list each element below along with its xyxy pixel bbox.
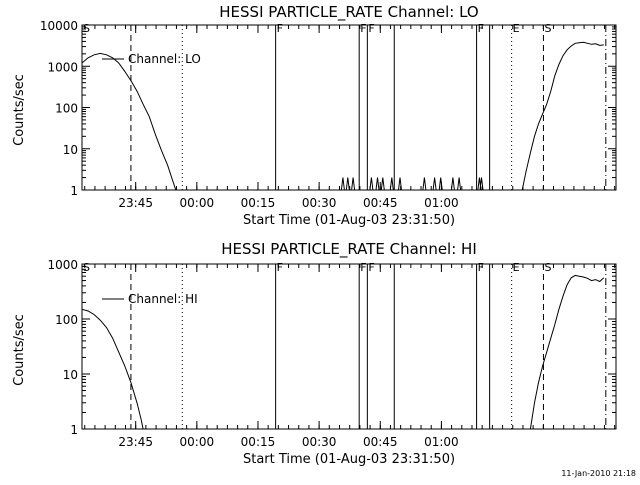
xtick-label: 01:00	[424, 196, 459, 210]
panel-lo-ylabel: Counts/sec	[12, 74, 27, 146]
event-marker-label: S	[544, 261, 551, 274]
panel-hi-legend-label: Channel: HI	[128, 292, 198, 306]
series-burst-lo	[340, 177, 345, 191]
ytick-label: 1	[70, 423, 78, 437]
ytick-label: 100	[55, 313, 78, 327]
series-burst-lo	[345, 177, 350, 191]
xtick-label: 00:00	[180, 196, 215, 210]
xtick-label: 01:00	[424, 435, 459, 449]
panel-lo-legend-label: Channel: LO	[128, 52, 201, 66]
ytick-label: 10	[63, 368, 78, 382]
series-burst-lo	[375, 177, 380, 191]
xtick-label: 00:30	[302, 435, 337, 449]
panel-hi-title: HESSI PARTICLE_RATE Channel: HI	[221, 240, 477, 259]
series-burst-lo	[398, 177, 402, 191]
series-burst-lo	[438, 177, 443, 191]
series-line-lo-late	[521, 41, 604, 191]
series-line-hi-late	[529, 274, 605, 430]
ytick-label: 1000	[47, 258, 78, 272]
panel-hi-series	[81, 274, 605, 430]
event-marker-label: E	[513, 22, 520, 35]
event-marker-label: S	[83, 261, 90, 274]
xtick-label: 00:30	[302, 196, 337, 210]
panel-hi-frame	[81, 263, 617, 430]
event-marker-label: F	[277, 261, 283, 274]
event-marker-label: E	[513, 261, 520, 274]
event-marker-label: F	[478, 261, 484, 274]
panel-hi-yticks: 1 10 100 1000	[47, 258, 616, 437]
event-marker-label: F	[368, 22, 374, 35]
panel-hi-xticks: 23:45 00:00 00:15 00:30 00:45 01:00	[84, 264, 616, 449]
xtick-label: 00:45	[363, 435, 398, 449]
series-burst-lo	[432, 177, 437, 191]
event-marker-label: F	[368, 261, 374, 274]
xtick-label: 00:15	[241, 435, 276, 449]
panel-lo-series	[81, 41, 604, 191]
panel-hi-ylabel: Counts/sec	[12, 314, 27, 386]
panel-lo-xlabel: Start Time (01-Aug-03 23:31:50)	[243, 213, 455, 228]
series-burst-lo	[422, 177, 427, 191]
xtick-label: 23:45	[118, 435, 153, 449]
panel-lo: HESSI PARTICLE_RATE Channel: LO Counts/s…	[12, 3, 617, 228]
ytick-label: 1000	[47, 60, 78, 74]
series-line-lo	[81, 52, 177, 191]
event-marker-label: S	[544, 22, 551, 35]
event-marker-label: F	[360, 22, 366, 35]
series-burst-lo	[450, 177, 455, 191]
series-burst-lo	[380, 177, 385, 191]
xtick-label: 00:15	[241, 196, 276, 210]
series-line-hi	[81, 308, 144, 430]
series-burst-lo	[479, 177, 484, 191]
panel-lo-xticks: 23:45 00:00 00:15 00:30 00:45 01:00	[84, 25, 616, 210]
ytick-label: 1	[70, 184, 78, 198]
panel-lo-title: HESSI PARTICLE_RATE Channel: LO	[219, 3, 478, 22]
ytick-label: 100	[55, 102, 78, 116]
series-burst-lo	[457, 177, 462, 191]
xtick-label: 00:45	[363, 196, 398, 210]
panel-lo-frame	[81, 24, 617, 191]
series-burst-lo	[351, 177, 356, 191]
event-marker-label: F	[478, 22, 484, 35]
panel-hi-xlabel: Start Time (01-Aug-03 23:31:50)	[243, 452, 455, 467]
xtick-label: 00:00	[180, 435, 215, 449]
series-burst-lo	[369, 177, 374, 191]
panel-hi: HESSI PARTICLE_RATE Channel: HI Counts/s…	[12, 240, 617, 467]
event-marker-label: S	[83, 22, 90, 35]
event-marker-label: F	[360, 261, 366, 274]
timestamp-stamp: 11-Jan-2010 21:18	[561, 469, 636, 478]
ytick-label: 10	[63, 143, 78, 157]
panel-lo-yticks: 1 10 100 1000 10000	[40, 19, 616, 198]
event-marker-label: F	[277, 22, 283, 35]
xtick-label: 23:45	[118, 196, 153, 210]
ytick-label: 10000	[40, 19, 78, 33]
series-burst-lo	[389, 177, 394, 191]
